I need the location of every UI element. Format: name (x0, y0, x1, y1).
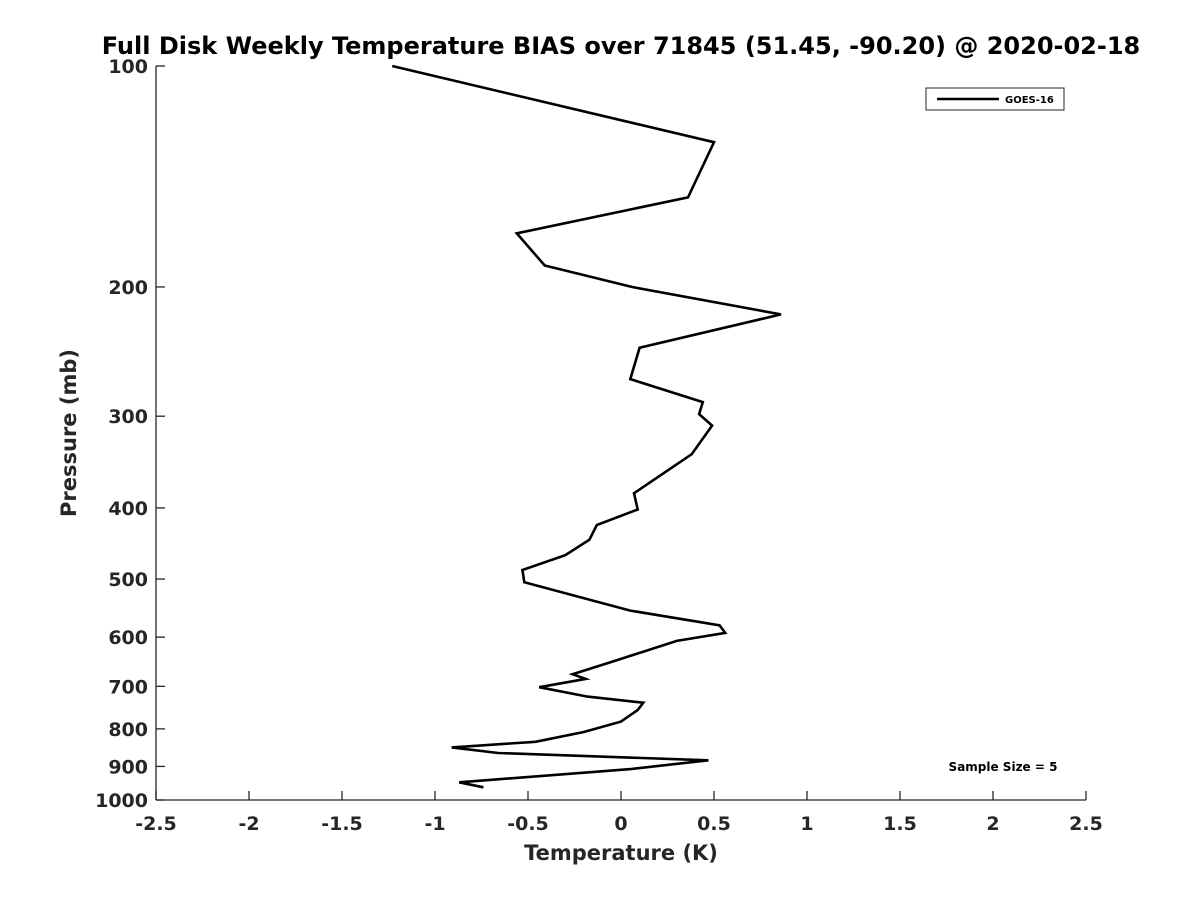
y-tick-label: 500 (108, 569, 148, 591)
x-tick-label: -1 (424, 813, 445, 835)
y-axis-label: Pressure (mb) (57, 349, 81, 517)
y-tick-label: 300 (108, 406, 148, 428)
x-tick-label: 2.5 (1069, 813, 1103, 835)
x-tick-label: -2.5 (135, 813, 177, 835)
y-tick-label: 800 (108, 719, 148, 741)
chart-title: Full Disk Weekly Temperature BIAS over 7… (102, 32, 1141, 60)
x-tick-label: 1 (800, 813, 813, 835)
series-layer (391, 64, 782, 789)
series-line-goes-16 (391, 64, 782, 789)
x-axis-label: Temperature (K) (524, 841, 718, 865)
y-tick-label: 600 (108, 627, 148, 649)
legend-label-goes-16: GOES-16 (1005, 95, 1054, 106)
x-tick-label: -1.5 (321, 813, 363, 835)
x-tick-label: -0.5 (507, 813, 549, 835)
y-tick-label: 100 (108, 56, 148, 78)
x-tick-label: 0 (614, 813, 627, 835)
x-tick-label: -2 (238, 813, 259, 835)
x-tick-label: 2 (986, 813, 999, 835)
y-tick-label: 900 (108, 756, 148, 778)
y-tick-label: 400 (108, 498, 148, 520)
y-axis-ticks: 100 200 300 400 500 600 700 800 900 1000 (95, 56, 165, 812)
x-tick-label: 1.5 (883, 813, 917, 835)
plot-axes: -2.5 -2 -1.5 -1 -0.5 0 0.5 1 1.5 2 2.5 100 200 300 40… (95, 56, 1103, 835)
sample-size-annotation: Sample Size = 5 (949, 760, 1058, 774)
y-tick-label: 200 (108, 277, 148, 299)
legend: GOES-16 (925, 87, 1065, 111)
y-tick-label: 1000 (95, 790, 148, 812)
x-tick-label: 0.5 (697, 813, 731, 835)
x-axis-ticks: -2.5 -2 -1.5 -1 -0.5 0 0.5 1 1.5 2 2.5 (135, 791, 1103, 835)
y-tick-label: 700 (108, 676, 148, 698)
